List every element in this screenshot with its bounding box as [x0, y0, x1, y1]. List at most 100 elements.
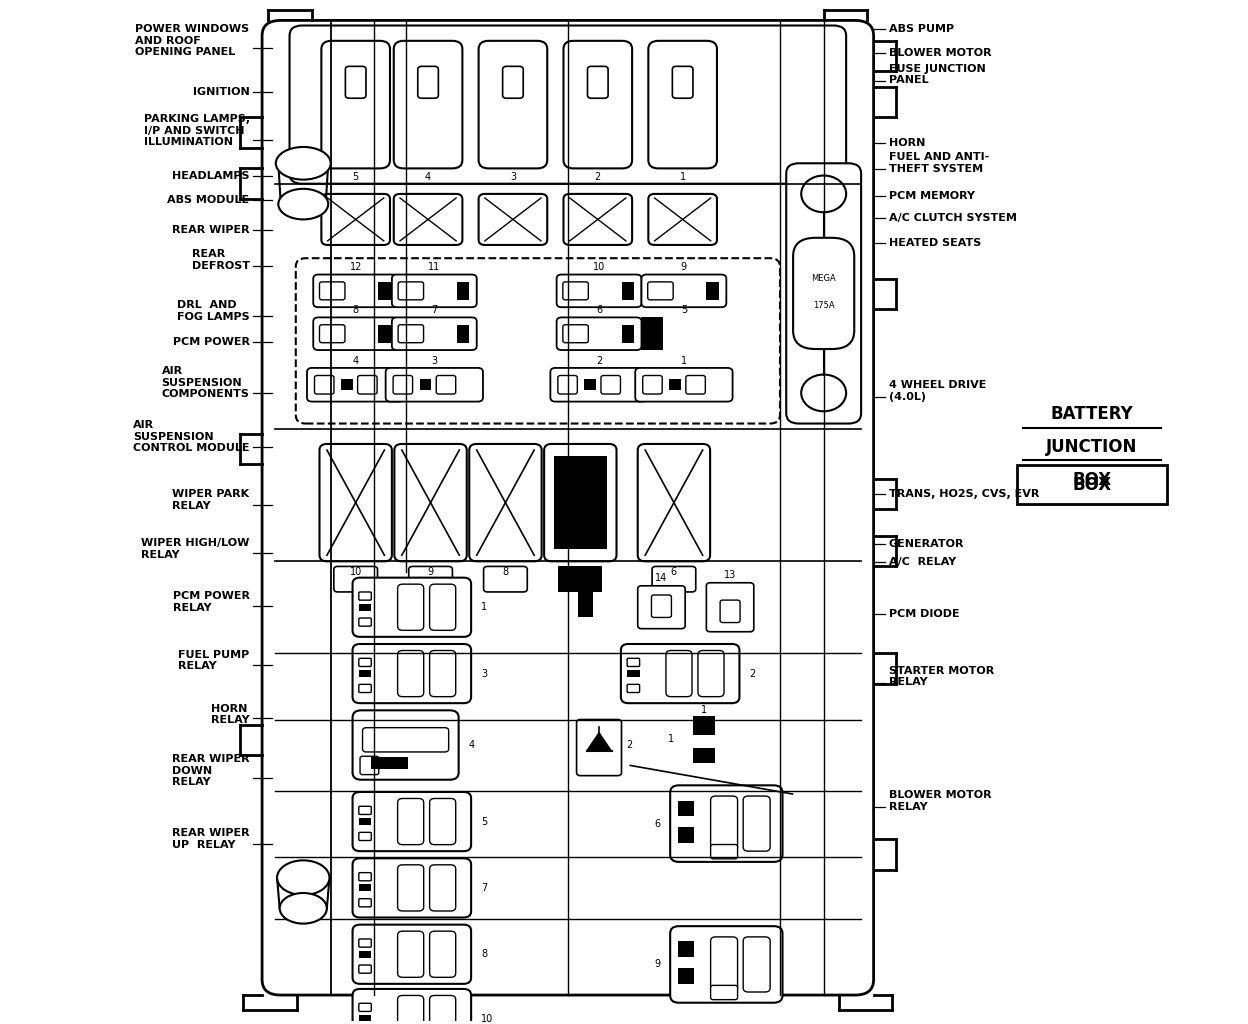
Text: PCM MEMORY: PCM MEMORY [889, 190, 975, 201]
Bar [359, 1015, 372, 1022]
Text: HEATED SEATS: HEATED SEATS [889, 238, 981, 248]
FancyBboxPatch shape [720, 600, 740, 623]
FancyBboxPatch shape [628, 684, 640, 692]
FancyBboxPatch shape [558, 376, 578, 394]
FancyBboxPatch shape [398, 995, 424, 1024]
Text: 1: 1 [680, 172, 685, 181]
FancyBboxPatch shape [359, 592, 372, 600]
Text: POWER WINDOWS
AND ROOF
OPENING PANEL: POWER WINDOWS AND ROOF OPENING PANEL [136, 25, 250, 57]
Text: STARTER MOTOR
RELAY: STARTER MOTOR RELAY [889, 666, 993, 687]
FancyBboxPatch shape [638, 586, 685, 629]
FancyBboxPatch shape [352, 578, 470, 637]
FancyBboxPatch shape [429, 584, 456, 631]
FancyBboxPatch shape [588, 67, 608, 98]
Bar [378, 325, 391, 343]
FancyBboxPatch shape [666, 650, 691, 696]
Text: IGNITION: IGNITION [193, 87, 250, 97]
FancyBboxPatch shape [386, 368, 483, 401]
FancyBboxPatch shape [321, 194, 389, 245]
Text: 1: 1 [681, 355, 686, 366]
FancyBboxPatch shape [313, 317, 398, 350]
Text: BLOWER MOTOR: BLOWER MOTOR [889, 48, 991, 58]
Text: 3: 3 [432, 355, 437, 366]
Bar [693, 717, 715, 735]
FancyBboxPatch shape [469, 444, 542, 561]
Bar [584, 379, 597, 390]
Text: 3: 3 [510, 172, 515, 181]
Text: 5: 5 [352, 172, 359, 181]
Text: 4: 4 [426, 172, 431, 181]
FancyBboxPatch shape [262, 20, 874, 995]
Bar [678, 969, 694, 984]
Text: HORN: HORN [889, 138, 925, 147]
Text: PCM DIODE: PCM DIODE [889, 609, 960, 620]
FancyBboxPatch shape [563, 41, 631, 168]
FancyBboxPatch shape [743, 796, 770, 851]
Bar [359, 950, 372, 957]
Text: FUEL AND ANTI-
THEFT SYSTEM: FUEL AND ANTI- THEFT SYSTEM [889, 153, 988, 174]
Text: 6: 6 [597, 305, 602, 315]
FancyBboxPatch shape [359, 833, 372, 841]
Text: PARKING LAMPS,
I/P AND SWITCH
ILLUMINATION: PARKING LAMPS, I/P AND SWITCH ILLUMINATI… [144, 114, 250, 147]
FancyBboxPatch shape [429, 865, 456, 911]
Text: 8: 8 [503, 566, 508, 577]
FancyBboxPatch shape [622, 644, 739, 703]
FancyBboxPatch shape [392, 274, 477, 307]
FancyBboxPatch shape [313, 274, 398, 307]
FancyBboxPatch shape [319, 325, 344, 343]
Text: 1: 1 [480, 602, 487, 612]
Text: 2: 2 [594, 172, 602, 181]
FancyBboxPatch shape [359, 939, 372, 947]
Bar [359, 818, 372, 825]
Bar [693, 749, 715, 763]
Bar [554, 457, 607, 549]
Text: REAR WIPER: REAR WIPER [172, 224, 250, 234]
FancyBboxPatch shape [686, 376, 705, 394]
Text: 6: 6 [671, 566, 676, 577]
Bar [706, 282, 719, 300]
FancyBboxPatch shape [352, 858, 470, 918]
Bar [669, 379, 681, 390]
Text: 2: 2 [749, 669, 756, 679]
FancyBboxPatch shape [398, 325, 423, 343]
FancyBboxPatch shape [359, 618, 372, 627]
FancyBboxPatch shape [352, 711, 459, 779]
Text: 10: 10 [349, 566, 362, 577]
Circle shape [801, 375, 846, 412]
Bar [641, 317, 663, 350]
Text: 10: 10 [480, 1014, 493, 1024]
Text: 2: 2 [626, 740, 633, 750]
FancyBboxPatch shape [557, 274, 641, 307]
Text: HORN
RELAY: HORN RELAY [211, 703, 250, 725]
FancyBboxPatch shape [398, 584, 424, 631]
FancyBboxPatch shape [670, 926, 782, 1002]
Text: 175A: 175A [812, 301, 835, 310]
FancyBboxPatch shape [641, 274, 726, 307]
FancyBboxPatch shape [602, 376, 620, 394]
Text: 4: 4 [469, 740, 474, 750]
FancyBboxPatch shape [314, 376, 334, 394]
Text: 4 WHEEL DRIVE
(4.0L): 4 WHEEL DRIVE (4.0L) [889, 380, 986, 401]
Bar [359, 670, 372, 677]
FancyBboxPatch shape [429, 650, 456, 696]
FancyBboxPatch shape [408, 566, 452, 592]
FancyBboxPatch shape [394, 444, 467, 561]
Text: 11: 11 [428, 262, 441, 272]
FancyBboxPatch shape [635, 368, 733, 401]
Text: 4: 4 [353, 355, 358, 366]
FancyBboxPatch shape [394, 194, 462, 245]
FancyBboxPatch shape [307, 368, 404, 401]
FancyBboxPatch shape [710, 985, 738, 999]
Bar [457, 325, 469, 343]
Text: 8: 8 [480, 949, 487, 959]
FancyBboxPatch shape [649, 194, 718, 245]
FancyBboxPatch shape [359, 965, 372, 973]
Text: DRL  AND
FOG LAMPS: DRL AND FOG LAMPS [177, 300, 250, 323]
Text: 1: 1 [669, 734, 674, 743]
Text: ABS PUMP: ABS PUMP [889, 24, 953, 34]
FancyBboxPatch shape [359, 757, 379, 774]
Bar [1017, 465, 1167, 504]
Text: PCM POWER
RELAY: PCM POWER RELAY [172, 591, 250, 613]
Ellipse shape [277, 860, 329, 895]
FancyBboxPatch shape [563, 194, 631, 245]
